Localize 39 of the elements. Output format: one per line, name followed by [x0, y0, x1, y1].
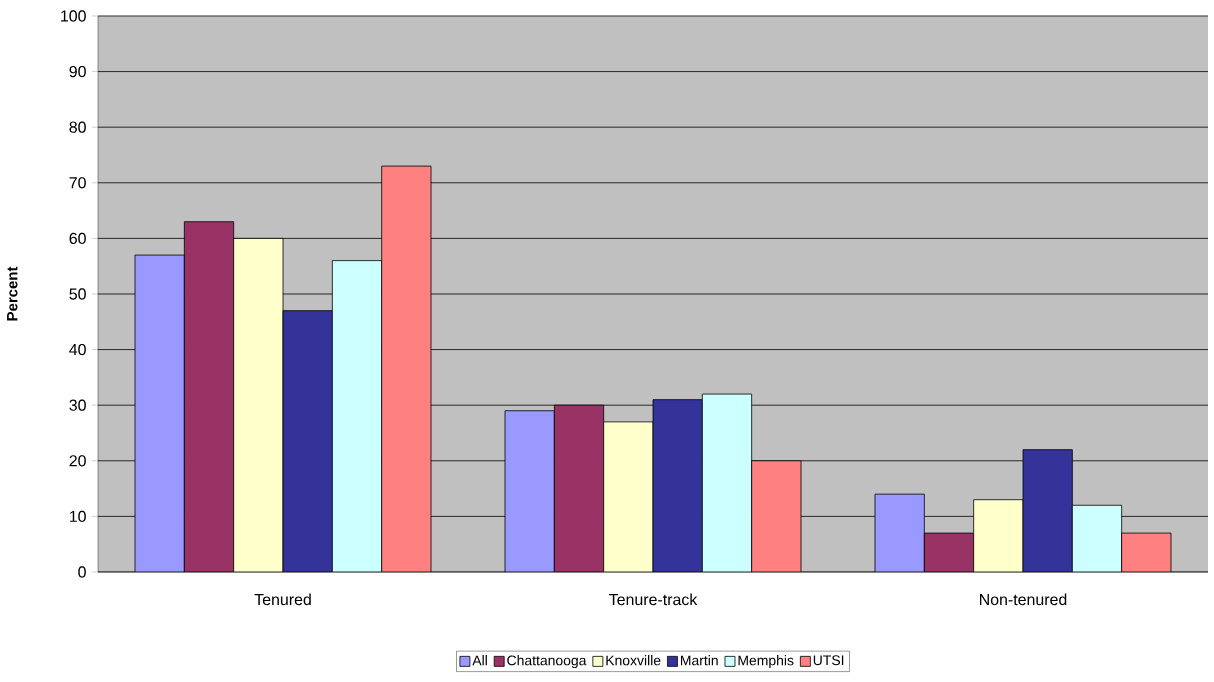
y-tick-label: 30	[69, 399, 86, 411]
bar	[504, 410, 555, 572]
bar	[183, 221, 235, 572]
y-tick-label: 100	[61, 10, 86, 22]
x-tick-label: Tenured	[254, 593, 311, 606]
y-tick-label: 70	[69, 177, 86, 189]
bar	[1071, 504, 1123, 572]
bar	[381, 165, 432, 572]
y-tick-label: 10	[69, 510, 86, 523]
y-tick-label: 20	[69, 455, 86, 467]
bar	[331, 260, 383, 572]
bar	[282, 310, 333, 572]
x-tick-label: Non-tenured	[980, 593, 1067, 606]
y-tick-label: 80	[69, 121, 86, 133]
bar	[751, 460, 802, 572]
legend-label: Martin	[680, 655, 718, 666]
legend-label: All	[472, 655, 487, 666]
bar	[1121, 532, 1172, 572]
bar	[603, 421, 654, 572]
y-tick-label: 90	[69, 65, 86, 78]
y-tick-label: 40	[69, 343, 86, 356]
bar	[134, 254, 185, 572]
y-tick-label: 50	[69, 288, 86, 300]
legend-label: Knoxville	[606, 655, 661, 666]
bar	[652, 399, 703, 572]
bar	[553, 404, 605, 572]
x-tick-label: Tenure-track	[609, 593, 698, 606]
y-tick-label: 0	[78, 566, 86, 578]
bar	[973, 499, 1024, 572]
legend-label: UTSI	[813, 655, 844, 666]
bar	[1022, 449, 1073, 572]
bar	[874, 493, 925, 572]
legend-label: Chattanooga	[507, 655, 587, 669]
bar	[923, 532, 975, 572]
bar	[233, 237, 284, 572]
legend-label: Memphis	[738, 655, 794, 669]
bar	[701, 393, 753, 572]
y-axis-title: Percent	[7, 266, 18, 321]
y-tick-label: 60	[69, 232, 86, 245]
